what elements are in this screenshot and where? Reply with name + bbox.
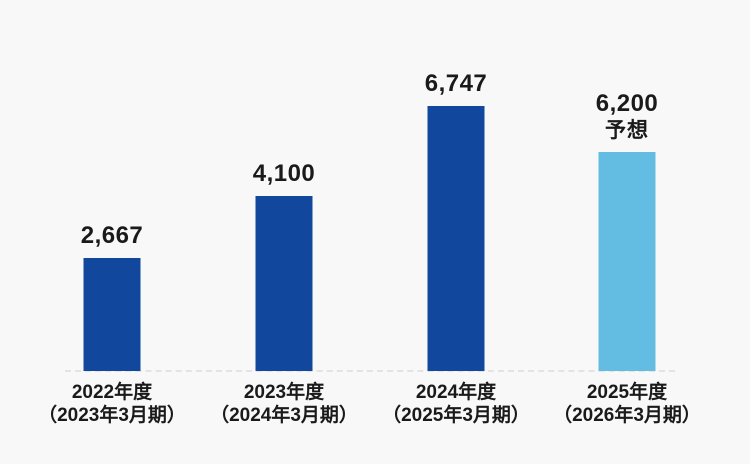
category-year: 2022年度 bbox=[71, 382, 153, 403]
bar-group-2023: 4,100 2023年度 （2024年3月期） bbox=[174, 0, 394, 464]
bar-2024 bbox=[427, 106, 485, 371]
category-label-2025-forecast: 2025年度 （2026年3月期） bbox=[517, 381, 737, 427]
category-label-2022: 2022年度 （2023年3月期） bbox=[2, 381, 222, 427]
category-label-2023: 2023年度 （2024年3月期） bbox=[174, 381, 394, 427]
chart-baseline bbox=[65, 370, 675, 372]
value-text: 6,747 bbox=[424, 69, 488, 97]
category-year: 2023年度 bbox=[243, 382, 325, 403]
bar-2023 bbox=[255, 196, 313, 371]
bar-2025-forecast bbox=[598, 152, 656, 371]
bar-group-2024: 6,747 2024年度 （2025年3月期） bbox=[346, 0, 566, 464]
value-label-2025-forecast: 6,200 予想 bbox=[517, 89, 737, 144]
value-text: 2,667 bbox=[80, 221, 144, 249]
category-year: 2025年度 bbox=[586, 382, 668, 403]
category-period: （2026年3月期） bbox=[553, 405, 701, 426]
value-label-2024: 6,747 bbox=[346, 69, 566, 98]
bar-group-2025-forecast: 6,200 予想 2025年度 （2026年3月期） bbox=[517, 0, 737, 464]
value-label-2023: 4,100 bbox=[174, 159, 394, 188]
category-year: 2024年度 bbox=[415, 382, 497, 403]
bar-2022 bbox=[83, 258, 141, 371]
category-period: （2024年3月期） bbox=[210, 405, 358, 426]
category-period: （2023年3月期） bbox=[38, 405, 186, 426]
value-text: 6,200 bbox=[595, 90, 659, 118]
value-label-2022: 2,667 bbox=[2, 221, 222, 250]
forecast-note: 予想 bbox=[605, 119, 649, 143]
value-text: 4,100 bbox=[252, 159, 316, 187]
category-label-2024: 2024年度 （2025年3月期） bbox=[346, 381, 566, 427]
category-period: （2025年3月期） bbox=[382, 405, 530, 426]
bar-group-2022: 2,667 2022年度 （2023年3月期） bbox=[2, 0, 222, 464]
